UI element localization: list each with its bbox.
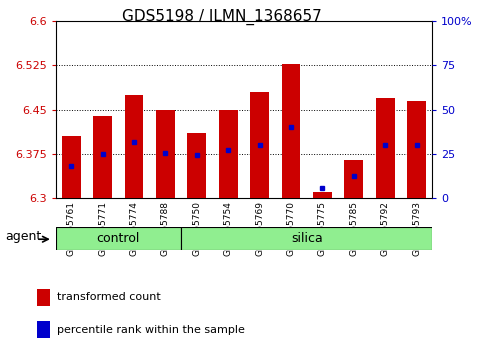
Text: agent: agent (6, 230, 42, 244)
Bar (344, 160, 363, 198)
Text: percentile rank within the sample: percentile rank within the sample (57, 325, 244, 335)
Bar (181, 227, 432, 250)
Bar (219, 110, 238, 198)
Bar (313, 192, 332, 198)
Bar (87, 227, 118, 250)
Text: GDS5198 / ILMN_1368657: GDS5198 / ILMN_1368657 (122, 9, 322, 25)
Bar (37, 321, 50, 338)
Bar (244, 227, 275, 250)
Bar (150, 227, 181, 250)
Bar (307, 227, 338, 250)
Bar (56, 227, 181, 250)
Bar (156, 110, 175, 198)
Bar (187, 133, 206, 198)
Bar (56, 227, 87, 250)
Bar (407, 101, 426, 198)
Bar (376, 98, 395, 198)
Bar (37, 289, 50, 306)
Bar (62, 136, 81, 198)
Bar (118, 227, 150, 250)
Bar (338, 227, 369, 250)
Text: transformed count: transformed count (57, 292, 160, 302)
Bar (282, 64, 300, 198)
Bar (401, 227, 432, 250)
Bar (250, 92, 269, 198)
Text: control: control (97, 232, 140, 245)
Bar (181, 227, 213, 250)
Bar (275, 227, 307, 250)
Bar (369, 227, 401, 250)
Text: silica: silica (291, 232, 323, 245)
Bar (213, 227, 244, 250)
Bar (93, 116, 112, 198)
Bar (125, 95, 143, 198)
